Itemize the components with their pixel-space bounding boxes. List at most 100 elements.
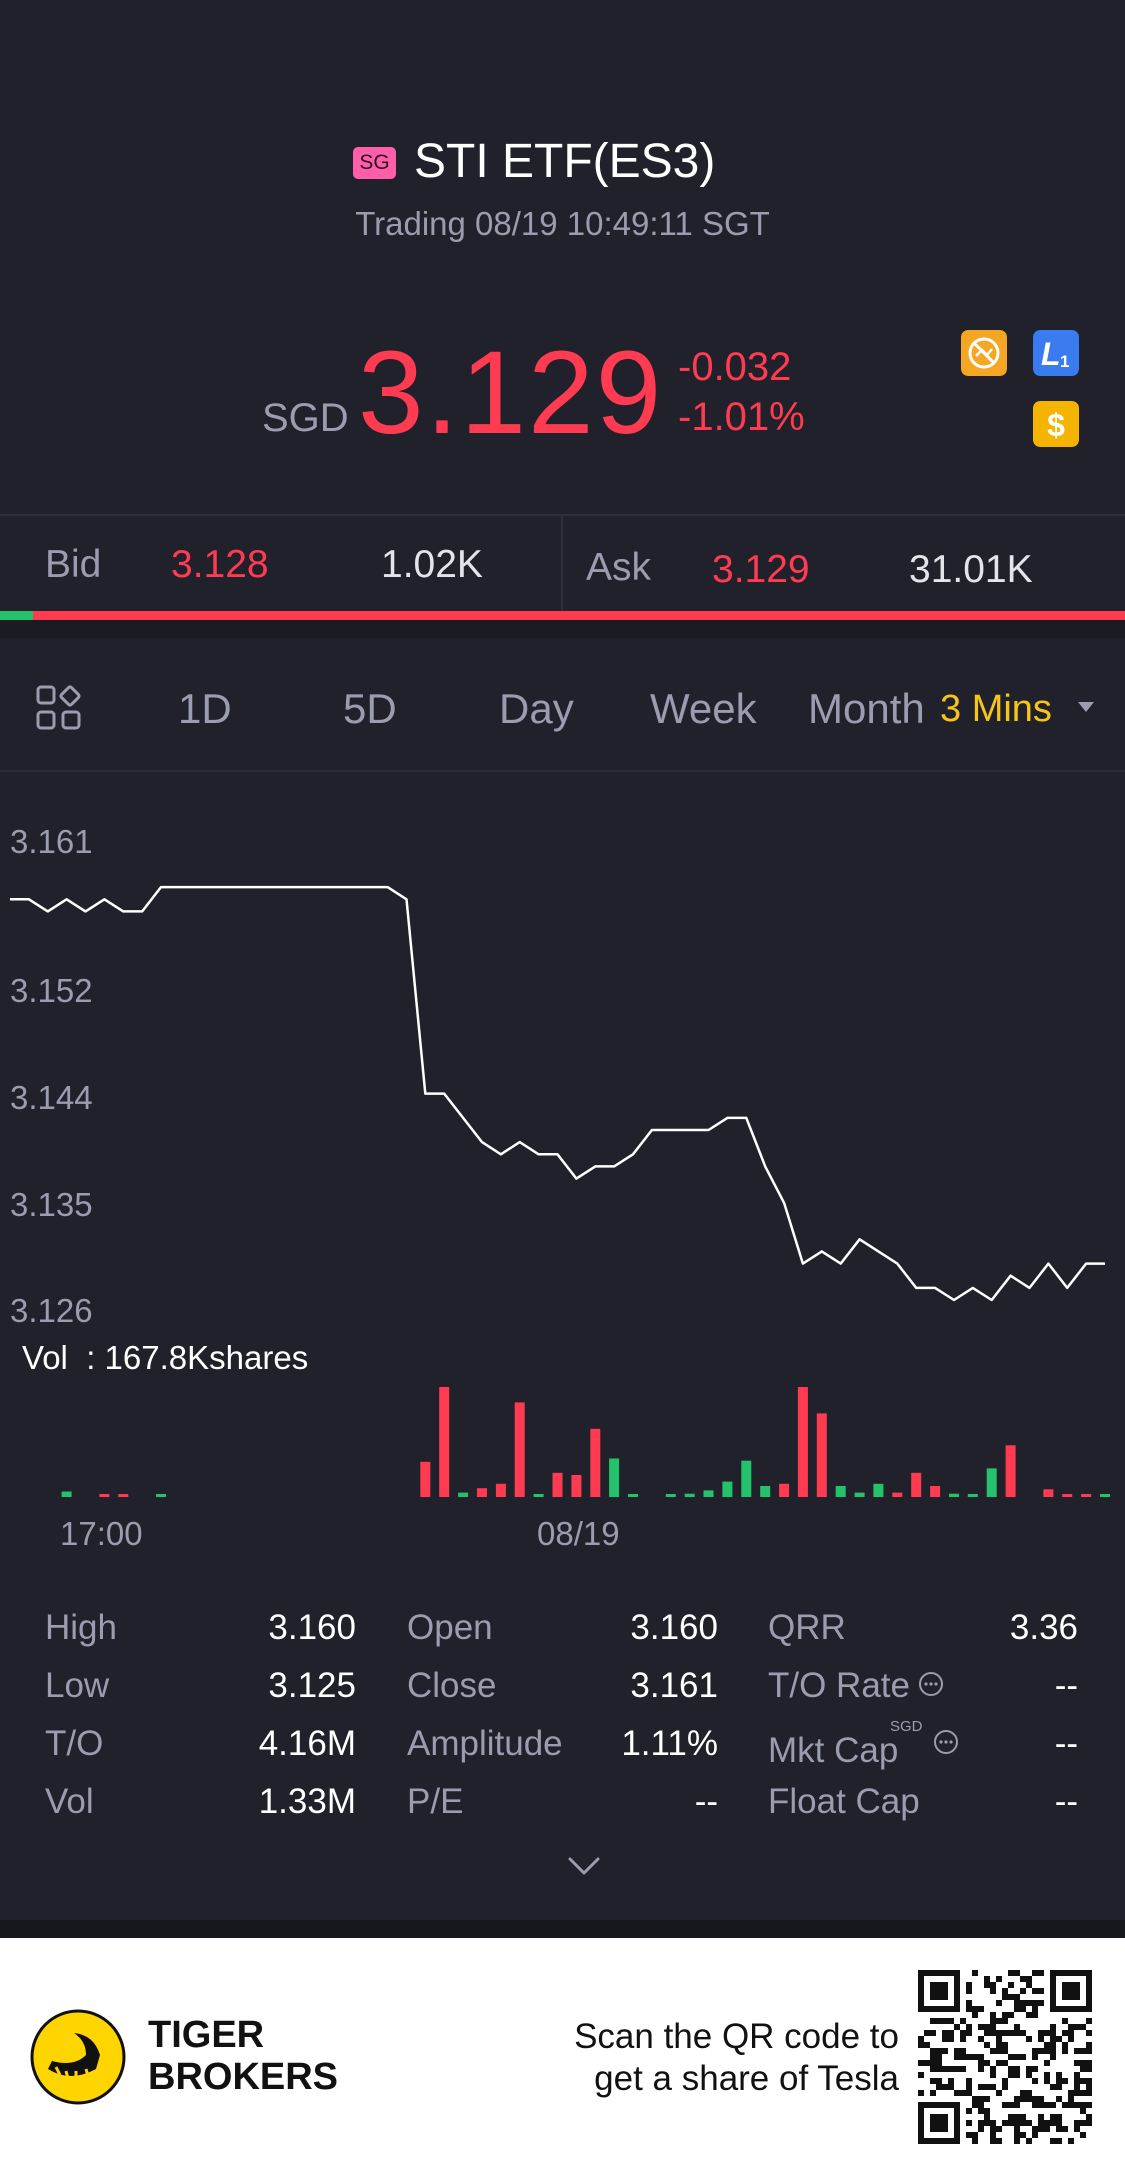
period-tabs: 1D 5D Day Week Month 3 Mins [0,640,1125,770]
volume-bar [873,1483,884,1497]
ask-price: 3.129 [712,548,810,591]
bid-label: Bid [45,543,102,586]
ask-label: Ask [586,546,652,589]
stat-label-close: Close [407,1666,497,1705]
chevron-down-icon[interactable] [1077,700,1095,714]
stat-label-to: T/O [45,1724,104,1763]
volume-bar [156,1494,166,1497]
stat-value-mkt-cap: -- [1054,1724,1078,1763]
ask-size: 31.01K [909,548,1033,591]
promo-footer: TIGER BROKERS Scan the QR code to get a … [0,1938,1125,2179]
expand-chevron-icon[interactable] [567,1855,601,1879]
volume-bar [552,1472,563,1497]
no-short-icon[interactable] [961,330,1007,376]
volume-label: Vol : 167.8Kshares [22,1339,309,1376]
volume-bar [703,1490,714,1497]
tab-3-mins[interactable]: 3 Mins [940,688,1052,730]
footer-separator [0,1920,1125,1938]
svg-text:L: L [1041,336,1061,372]
volume-bar [420,1461,431,1497]
volume-bar [477,1488,487,1497]
svg-text:1: 1 [1060,352,1069,371]
volume-bar [835,1486,846,1497]
stat-label-qrr: QRR [768,1608,846,1647]
volume-bars [61,1387,1110,1497]
stat-label-to-rate: T/O Rate [768,1666,910,1705]
volume-bar [967,1494,978,1497]
volume-bar [1005,1445,1016,1497]
market-badge: SG [353,147,396,179]
stat-label-high: High [45,1608,117,1647]
volume-bar [986,1468,997,1497]
stat-label-pe: P/E [407,1782,464,1821]
volume-bar [590,1428,601,1497]
tab-5d[interactable]: 5D [343,685,397,732]
to-rate-info-icon[interactable] [918,1671,944,1697]
stat-value-vol: 1.33M [258,1782,356,1821]
price-chart[interactable] [0,780,1125,1540]
volume-bar [609,1458,620,1497]
volume-bar [99,1494,110,1497]
volume-bar [533,1494,544,1497]
volume-bar [1043,1489,1054,1497]
y-tick-label: 3.161 [10,823,93,860]
bid-ask-divider [0,514,1125,516]
volume-bar [911,1472,922,1497]
tab-month[interactable]: Month [808,685,925,732]
section-separator [0,620,1125,638]
ask-ratio-bar [33,611,1125,620]
mkt-cap-info-icon[interactable] [933,1729,959,1755]
volume-bar [439,1387,450,1497]
volume-bar [495,1483,506,1497]
price-change-percent: -1.01% [678,395,805,439]
volume-bar [1062,1494,1073,1497]
x-tick-label: 08/19 [537,1515,620,1552]
stat-label-open: Open [407,1608,493,1647]
stat-value-qrr: 3.36 [1009,1608,1078,1647]
y-tick-label: 3.144 [10,1079,93,1116]
tab-week[interactable]: Week [650,685,757,732]
y-tick-label: 3.126 [10,1292,93,1329]
indicator-grid-icon[interactable] [36,685,82,731]
bid-ask-split [561,516,563,612]
bid-price: 3.128 [171,543,269,586]
stat-value-pe: -- [694,1782,718,1821]
volume-bar [458,1492,469,1497]
promo-text: Scan the QR code to get a share of Tesla [574,2017,899,2098]
volume-bar [514,1402,525,1497]
stock-title: STI ETF(ES3) [414,135,716,188]
tab-1d[interactable]: 1D [178,685,232,732]
volume-bar [779,1483,790,1497]
mkt-cap-currency: SGD [890,1718,923,1735]
stat-value-open: 3.160 [630,1608,718,1647]
volume-bar [628,1494,638,1497]
volume-bar [684,1493,695,1497]
bid-size: 1.02K [381,543,483,586]
stat-label-low: Low [45,1666,110,1705]
stat-label-mkt-cap: Mkt Cap [768,1731,899,1770]
y-tick-label: 3.152 [10,972,93,1009]
price-line [10,885,1105,1302]
brand-name: TIGER BROKERS [148,2014,339,2098]
last-price: 3.129 [358,327,664,459]
volume-bar [816,1413,827,1497]
stat-value-to-rate: -- [1054,1666,1078,1705]
svg-text:$: $ [1047,407,1065,443]
dollar-icon[interactable]: $ [1033,401,1079,447]
tab-day[interactable]: Day [499,685,574,732]
volume-bar [760,1486,771,1497]
volume-bar [1100,1494,1110,1497]
x-tick-label: 17:00 [60,1515,143,1552]
stat-value-close: 3.161 [630,1666,718,1705]
qr-code [918,1970,1092,2144]
level1-icon[interactable]: L 1 [1033,330,1079,376]
volume-bar [665,1494,676,1497]
trading-status: Trading 08/19 10:49:11 SGT [355,205,770,242]
volume-bar [722,1481,733,1497]
stat-label-float-cap: Float Cap [768,1782,920,1821]
tiger-logo-icon [30,2009,126,2105]
y-tick-label: 3.135 [10,1186,93,1223]
volume-bar [571,1475,582,1497]
volume-bar [118,1494,129,1497]
stat-value-high: 3.160 [268,1608,356,1647]
